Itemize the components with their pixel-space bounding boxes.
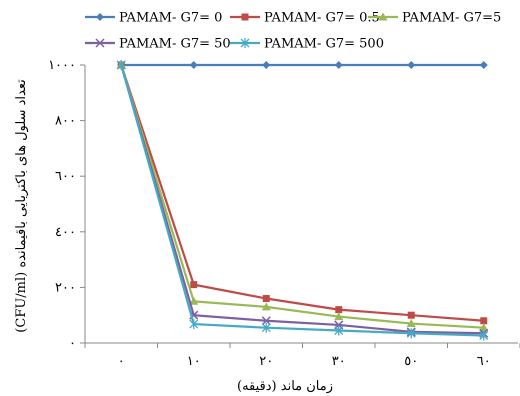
x-tick-label: ٢٠	[259, 354, 273, 369]
legend-item: PAMAM- G7= 500	[230, 37, 384, 52]
y-tick-label: ٠	[69, 336, 76, 351]
data-point	[190, 281, 198, 289]
data-point	[334, 312, 344, 321]
series-line	[120, 64, 484, 329]
data-point	[262, 295, 270, 303]
x-tick-label: ١٠	[187, 354, 201, 369]
x-axis-title: زمان ماند (دقیقه)	[237, 379, 333, 394]
series-1	[117, 61, 488, 325]
data-point	[189, 319, 199, 330]
x-tick-label: ٥٠	[404, 354, 418, 369]
series-layer	[116, 60, 489, 341]
data-point	[334, 61, 343, 69]
legend-label: PAMAM- G7= 0	[119, 11, 222, 26]
axes: ٠ ٢٠٠ ٤٠٠ ٦٠٠ ٨٠٠ ١٠٠٠ ٠ ١٠ ٢٠ ٣٠ ٥٠ ٦٠	[48, 58, 520, 369]
data-point	[116, 60, 126, 70]
series-3	[116, 60, 489, 338]
legend-item: PAMAM- G7= 0	[85, 11, 222, 26]
legend-label: PAMAM- G7= 50	[119, 37, 231, 52]
y-tick-label: ٢٠٠	[55, 280, 76, 295]
legend-label: PAMAM- G7=5	[402, 11, 501, 26]
legend-item: PAMAM- G7= 0.5	[230, 11, 380, 26]
data-point	[262, 61, 271, 69]
legend-item: PAMAM- G7= 50	[85, 37, 231, 52]
data-point	[407, 61, 416, 69]
series-0	[117, 61, 488, 69]
data-point	[335, 306, 343, 314]
series-4	[116, 60, 489, 341]
y-tick-label: ٤٠٠	[55, 225, 76, 240]
data-point	[406, 319, 416, 328]
x-tick-label: ٠	[118, 354, 125, 369]
data-point	[480, 317, 488, 325]
data-point	[406, 328, 416, 339]
y-tick-label: ٦٠٠	[55, 169, 76, 184]
y-axis-title: تعداد سلول های باکتریایی باقیمانده (CFU/…	[14, 79, 29, 333]
data-point	[479, 323, 489, 332]
legend-marker	[96, 13, 104, 21]
data-point	[479, 330, 489, 341]
legend-item: PAMAM- G7=5	[368, 11, 501, 26]
data-point	[261, 302, 271, 311]
data-point	[261, 316, 271, 326]
series-2	[116, 60, 489, 332]
x-tick-label: ٣٠	[332, 354, 346, 369]
data-point	[407, 311, 415, 319]
legend-marker	[378, 12, 388, 21]
y-tick-label: ٨٠٠	[55, 114, 76, 129]
legend-marker	[241, 13, 249, 21]
legend-marker	[95, 38, 105, 48]
x-tick-label: ٦٠	[477, 354, 491, 369]
legend-label: PAMAM- G7= 0.5	[264, 11, 380, 26]
data-point	[479, 61, 488, 69]
data-point	[261, 322, 271, 333]
data-point	[189, 61, 198, 69]
series-line	[120, 64, 484, 335]
y-tick-label: ١٠٠٠	[48, 58, 76, 73]
legend-marker	[240, 38, 250, 48]
series-line	[120, 64, 484, 322]
legend: PAMAM- G7= 0 PAMAM- G7= 0.5 PAMAM- G7=5 PAM…	[85, 11, 501, 52]
legend-label: PAMAM- G7= 500	[264, 37, 384, 52]
series-line	[120, 64, 484, 337]
data-point	[334, 325, 344, 336]
data-point	[189, 296, 199, 305]
